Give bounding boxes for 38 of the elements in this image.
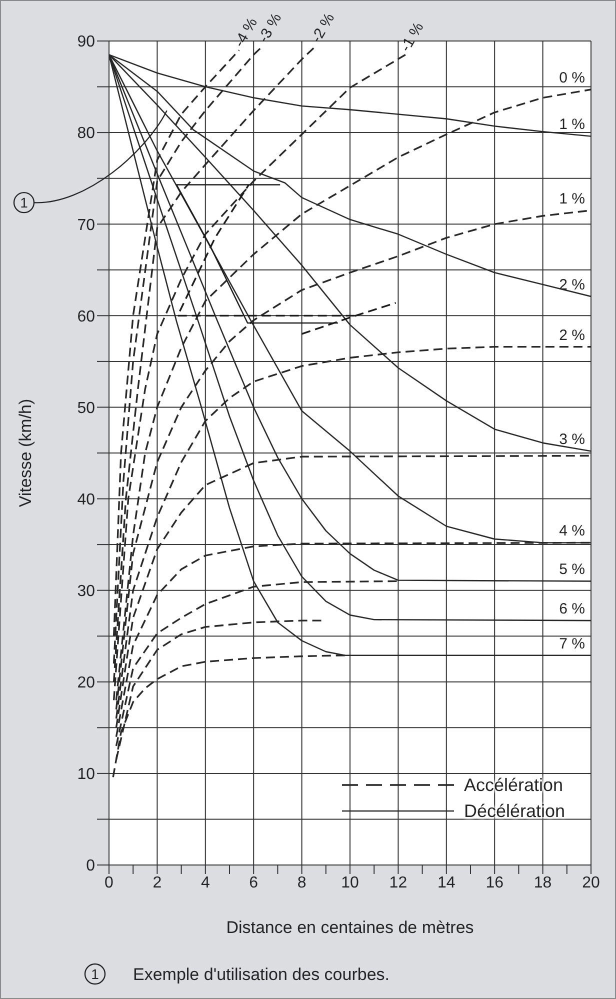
series-label: 1 % (559, 190, 585, 208)
series-label: 2 % (559, 326, 585, 344)
x-tick-label: 6 (249, 874, 258, 892)
text: Exemple d'utilisation des courbes. (133, 965, 390, 984)
x-tick-label: 10 (341, 874, 359, 892)
y-tick-label: 70 (77, 216, 96, 234)
x-tick-label: 0 (104, 874, 114, 892)
x-tick-label: 16 (486, 874, 504, 892)
series-label: 7 % (559, 635, 585, 652)
y-tick-label: 90 (77, 34, 96, 51)
y-tick-label: 0 (86, 858, 96, 875)
x-tick-label: 12 (389, 874, 408, 892)
footnote-circle: 1 (84, 963, 106, 985)
series-label: 3 % (559, 431, 585, 448)
series-label: 5 % (559, 561, 585, 578)
x-tick-label: 8 (297, 874, 306, 892)
text: -4 % (230, 14, 262, 50)
x-tick-label: 14 (438, 874, 456, 892)
series-label: 6 % (559, 600, 585, 618)
y-tick-label: 50 (77, 400, 96, 417)
y-tick-label: 60 (77, 308, 96, 326)
y-tick-label: 20 (77, 674, 96, 692)
y-tick-label: 30 (77, 583, 96, 600)
x-tick-label: 20 (582, 874, 600, 892)
x-tick-label: 18 (534, 874, 552, 892)
series-label: 1 % (559, 116, 585, 134)
y-tick-label: 80 (77, 125, 96, 142)
y-axis-title: Vitesse (km/h) (16, 398, 35, 508)
y-tick-label: 10 (77, 766, 96, 784)
x-axis-title: Distance en centaines de mètres (226, 918, 474, 937)
x-tick-label: 2 (152, 874, 162, 892)
annotation: 1 (20, 194, 28, 211)
y-tick-label: 40 (77, 491, 96, 508)
series-label: 4 % (559, 522, 585, 540)
text: -1 % (397, 20, 428, 55)
x-tick-label: 4 (200, 874, 210, 892)
series-label: 0 % (559, 70, 585, 87)
text: -2 % (308, 10, 338, 46)
